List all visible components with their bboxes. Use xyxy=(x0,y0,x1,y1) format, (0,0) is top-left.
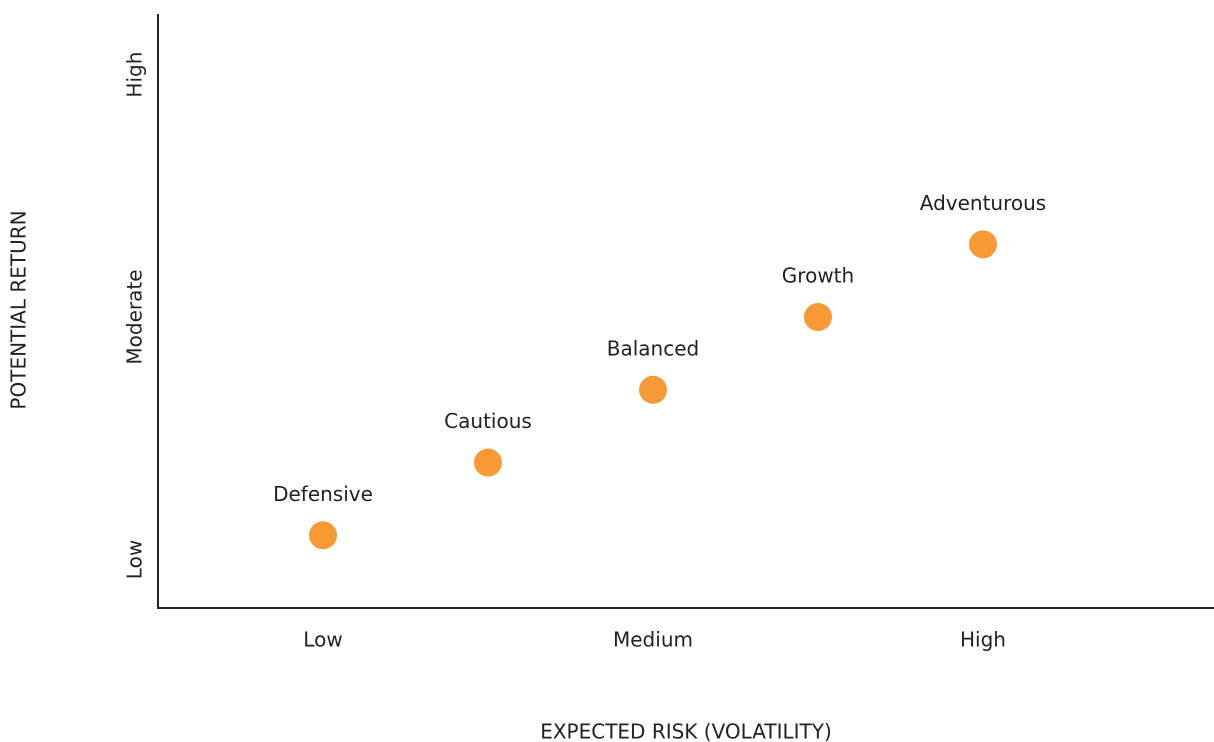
x-tick-label: High xyxy=(960,628,1006,652)
point-label: Growth xyxy=(782,264,854,288)
y-tick-label: Low xyxy=(123,540,147,579)
y-tick-label: Moderate xyxy=(123,269,147,364)
y-tick-label: High xyxy=(123,52,147,98)
point-label: Cautious xyxy=(444,409,532,433)
point xyxy=(474,448,502,477)
x-axis-label: EXPECTED RISK (VOLATILITY) xyxy=(540,720,832,742)
y-axis-label: POTENTIAL RETURN xyxy=(7,210,31,409)
point-label: Adventurous xyxy=(920,191,1046,215)
point xyxy=(804,303,832,332)
x-tick-label: Medium xyxy=(613,628,693,652)
point xyxy=(639,375,667,404)
x-tick-label: Low xyxy=(303,628,342,652)
point-label: Defensive xyxy=(273,482,373,506)
point xyxy=(969,230,997,259)
point-label: Balanced xyxy=(607,336,699,360)
point xyxy=(309,521,337,550)
